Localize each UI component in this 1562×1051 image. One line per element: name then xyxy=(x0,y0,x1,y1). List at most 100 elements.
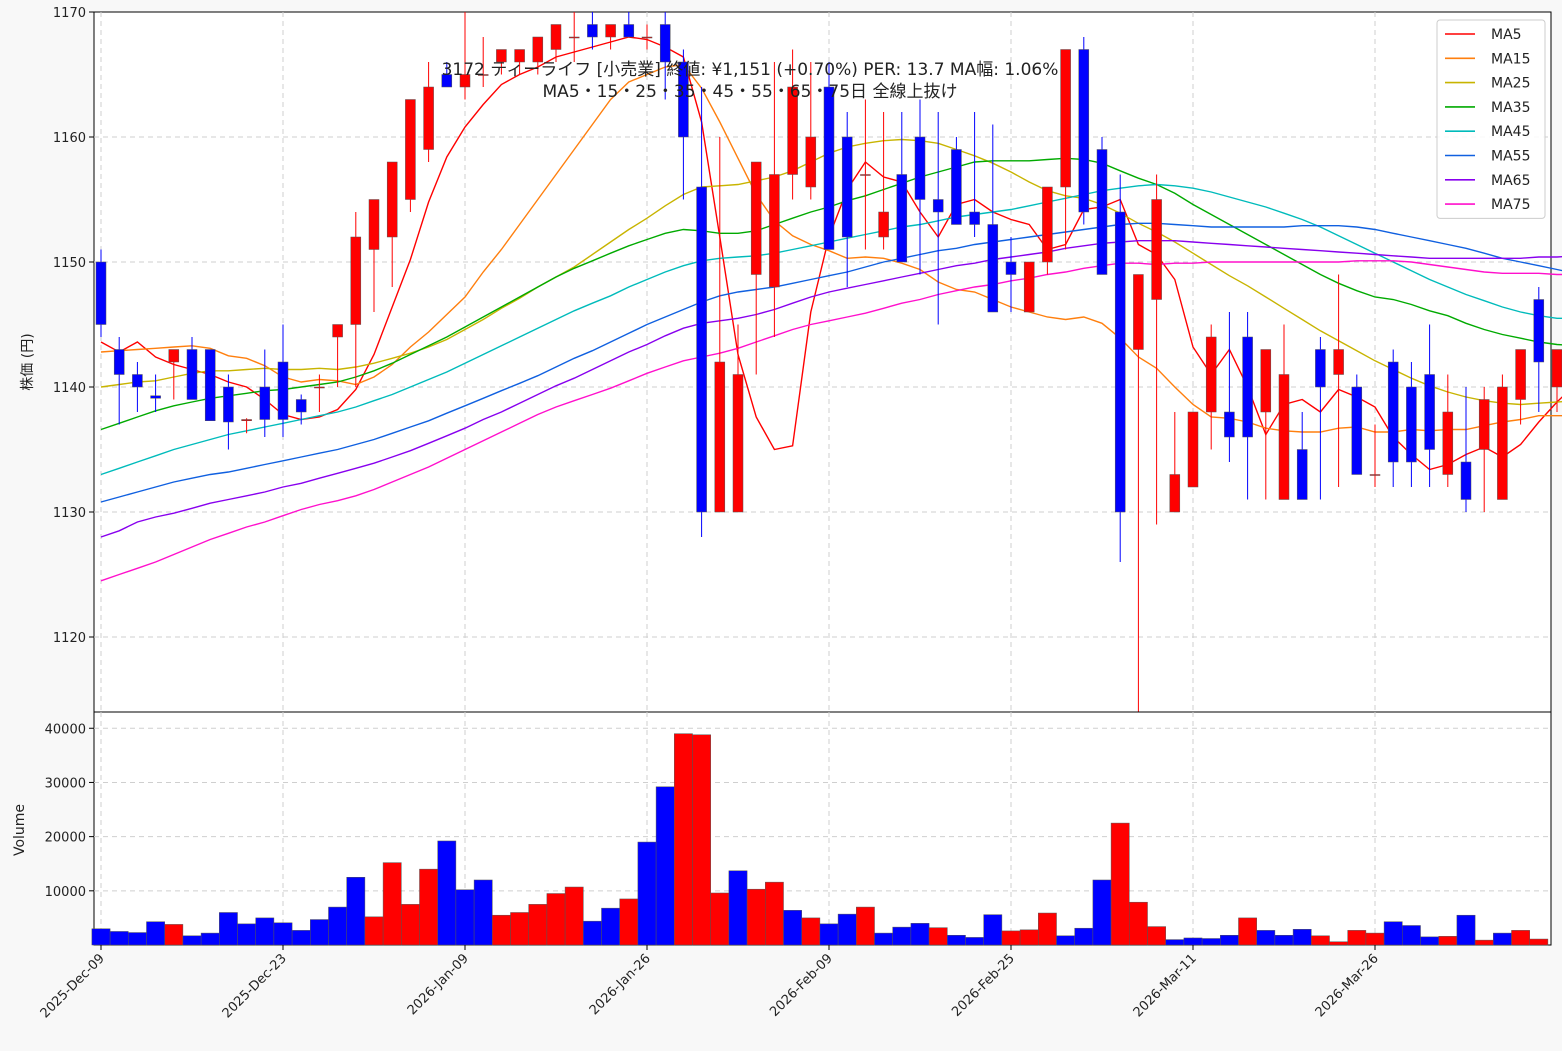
candle-body xyxy=(550,24,562,50)
volume-bar xyxy=(928,927,948,946)
candle-body xyxy=(1005,261,1017,275)
ma-line-ma55 xyxy=(100,222,1562,503)
volume-bar xyxy=(200,932,220,946)
volume-y-label: Volume xyxy=(12,804,28,856)
volume-bar xyxy=(837,913,857,946)
candle-body xyxy=(1278,374,1290,500)
volume-y-ticks: 10000 20000 30000 40000 xyxy=(45,722,94,900)
volume-bar xyxy=(910,923,930,946)
volume-bar xyxy=(1092,879,1112,946)
volume-bar xyxy=(874,932,893,946)
volume-plot-area xyxy=(93,711,1552,946)
candle-body xyxy=(1442,411,1454,475)
volume-bar xyxy=(219,912,238,946)
candle-body xyxy=(805,136,817,188)
volume-bar xyxy=(1274,934,1294,946)
volume-bar xyxy=(819,923,839,946)
candle-body xyxy=(1551,349,1562,388)
candle-body xyxy=(1533,299,1545,363)
candle-body xyxy=(186,349,198,400)
volume-bar xyxy=(255,917,275,946)
volume-bar xyxy=(710,892,730,946)
volume-bar xyxy=(401,904,420,946)
candle-body xyxy=(332,324,343,338)
legend-label: MA35 xyxy=(1491,100,1530,116)
candle-body xyxy=(1224,411,1235,438)
candle-body xyxy=(259,386,271,420)
candle-body xyxy=(1096,149,1108,275)
candle-body xyxy=(841,136,853,238)
candle-body xyxy=(1023,261,1035,313)
volume-bar xyxy=(437,840,457,946)
candle-body xyxy=(423,86,434,150)
volume-bar xyxy=(1238,917,1257,946)
price-panel: 1120 1130 1140 1150 1160 1170 株価 (円) 3172 ティー… xyxy=(20,6,1562,713)
volume-bar xyxy=(1038,912,1057,946)
volume-bar xyxy=(382,862,402,946)
volume-bar xyxy=(310,919,329,946)
candlesticks xyxy=(95,12,1562,712)
candle-body xyxy=(1478,399,1490,450)
candle-body xyxy=(1497,386,1508,500)
volume-bar xyxy=(1001,930,1021,946)
candle-body xyxy=(951,149,962,225)
candle-body xyxy=(1351,386,1363,475)
candle-body xyxy=(714,361,726,513)
candle-body xyxy=(1187,411,1199,488)
legend: MA5 MA15 MA25 MA35 MA45 MA55 MA65 MA75 xyxy=(1436,19,1546,219)
candle-body xyxy=(386,161,398,238)
candle-body xyxy=(623,24,635,38)
candle-body xyxy=(132,374,143,388)
volume-bar xyxy=(273,922,293,946)
candle-body xyxy=(1060,49,1071,188)
volume-bar xyxy=(728,870,748,946)
candle-body xyxy=(241,419,252,421)
candle-body xyxy=(1296,449,1308,500)
candle-body xyxy=(277,361,289,420)
candle-body xyxy=(223,386,234,423)
volume-bar xyxy=(637,841,657,946)
volume-bar xyxy=(510,912,529,946)
volume-bar xyxy=(1456,914,1476,946)
price-tick-label: 1150 xyxy=(53,256,86,271)
volume-bar xyxy=(1529,938,1549,946)
price-plot-area xyxy=(93,11,1552,713)
candle-body xyxy=(860,174,871,176)
candle-body xyxy=(1042,186,1053,263)
ma-line-ma75 xyxy=(100,260,1562,582)
volume-bar xyxy=(564,886,584,946)
moving-average-lines xyxy=(100,36,1562,582)
volume-bar xyxy=(1292,929,1312,946)
candle-body xyxy=(368,199,380,250)
volume-bar xyxy=(983,914,1003,946)
candle-body xyxy=(1242,336,1253,438)
volume-bar xyxy=(109,931,129,946)
candle-body xyxy=(1333,349,1344,375)
volume-bar xyxy=(947,934,966,946)
candle-body xyxy=(1424,374,1435,450)
volume-bar xyxy=(601,907,620,946)
candle-body xyxy=(750,161,762,275)
volume-bar xyxy=(146,921,165,946)
volume-bar xyxy=(1183,937,1203,946)
candle-body xyxy=(496,49,507,63)
volume-tick-label: 10000 xyxy=(45,885,86,900)
volume-bar xyxy=(1129,901,1148,946)
ma-line-ma25 xyxy=(100,138,1562,406)
volume-bar xyxy=(692,734,711,946)
candle-body xyxy=(95,261,107,325)
candle-body xyxy=(932,199,944,213)
candle-body xyxy=(1169,474,1181,513)
volume-bar xyxy=(492,914,511,946)
volume-bar xyxy=(473,879,493,946)
volume-bar xyxy=(1511,930,1530,946)
legend-label: MA15 xyxy=(1491,51,1530,67)
volume-bar xyxy=(655,786,675,946)
ma-line-ma45 xyxy=(100,183,1562,476)
volume-bar xyxy=(1493,932,1512,946)
chart-title: 3172 ティーライフ [小売業] 終値: ¥1,151 (+0.70%) PE… xyxy=(442,60,1059,80)
volume-bar xyxy=(674,733,693,946)
volume-grid xyxy=(94,712,1551,945)
price-tick-label: 1170 xyxy=(53,6,86,21)
